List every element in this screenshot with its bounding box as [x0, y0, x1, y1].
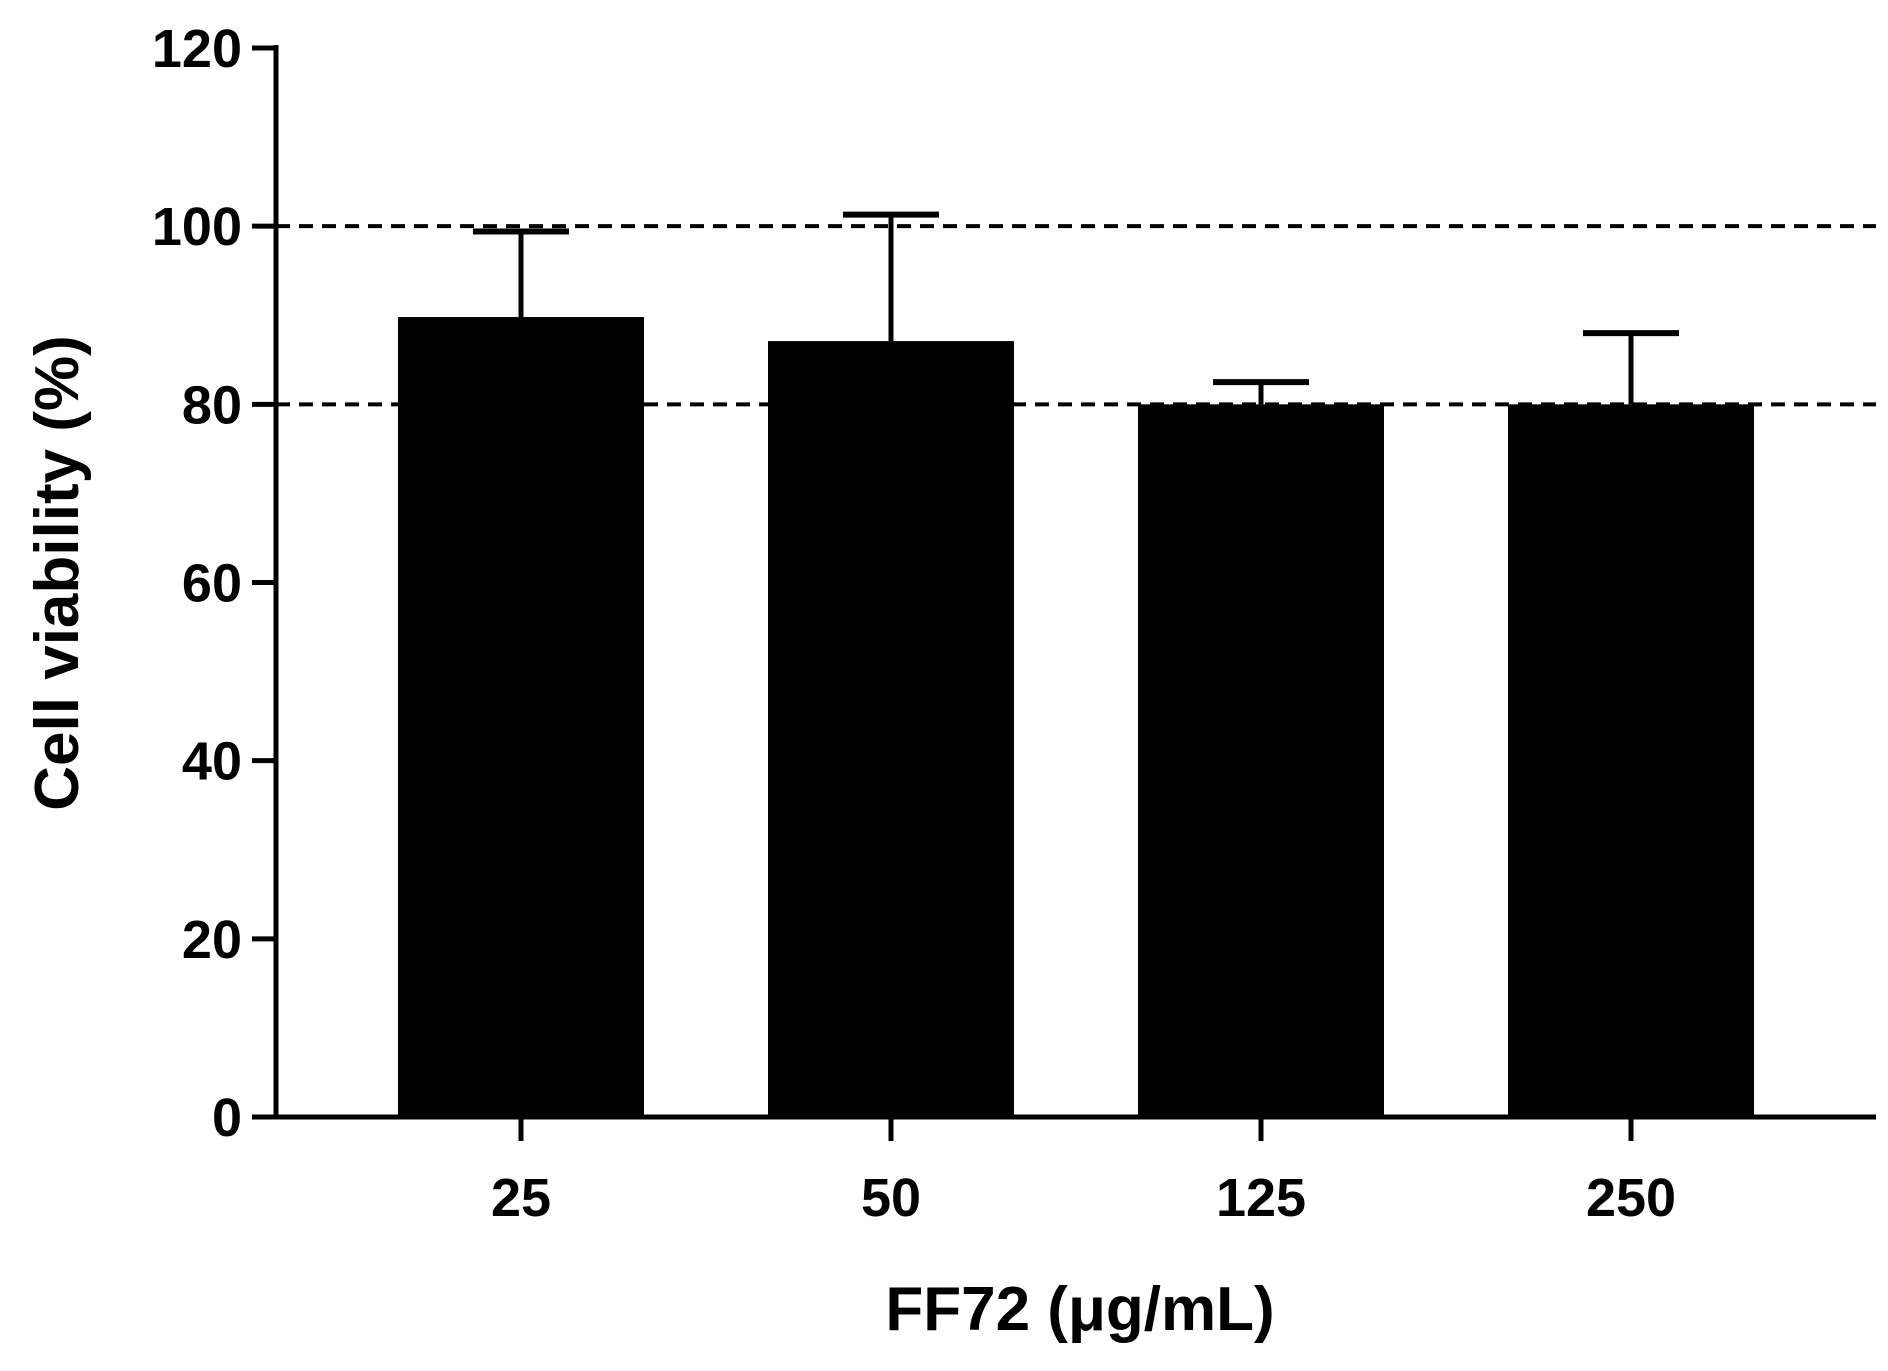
y-tick-label-40: 40: [182, 732, 242, 792]
y-tick-label-0: 0: [212, 1088, 242, 1148]
x-tick-label-125: 125: [1216, 1168, 1306, 1228]
x-tick-label-250: 250: [1586, 1168, 1676, 1228]
y-tick-label-100: 100: [152, 197, 242, 257]
x-axis-title: FF72 (μg/mL): [885, 1275, 1274, 1344]
error-bars: [473, 211, 1679, 405]
x-tick-label-50: 50: [861, 1168, 921, 1228]
x-tick-label-25: 25: [491, 1168, 551, 1228]
y-axis: 0 20 40 60 80 100 120: [152, 19, 279, 1148]
y-tick-label-20: 20: [182, 910, 242, 970]
bar-250: [1508, 404, 1754, 1117]
bar-125: [1138, 404, 1384, 1117]
y-tick-label-120: 120: [152, 19, 242, 79]
y-axis-title: Cell viability (%): [23, 335, 92, 810]
x-axis: 25 50 125 250: [252, 1114, 1876, 1228]
bars: [398, 317, 1754, 1117]
bar-25: [398, 317, 644, 1117]
y-tick-label-60: 60: [182, 554, 242, 614]
bar-50: [768, 341, 1014, 1117]
y-tick-label-80: 80: [182, 375, 242, 435]
